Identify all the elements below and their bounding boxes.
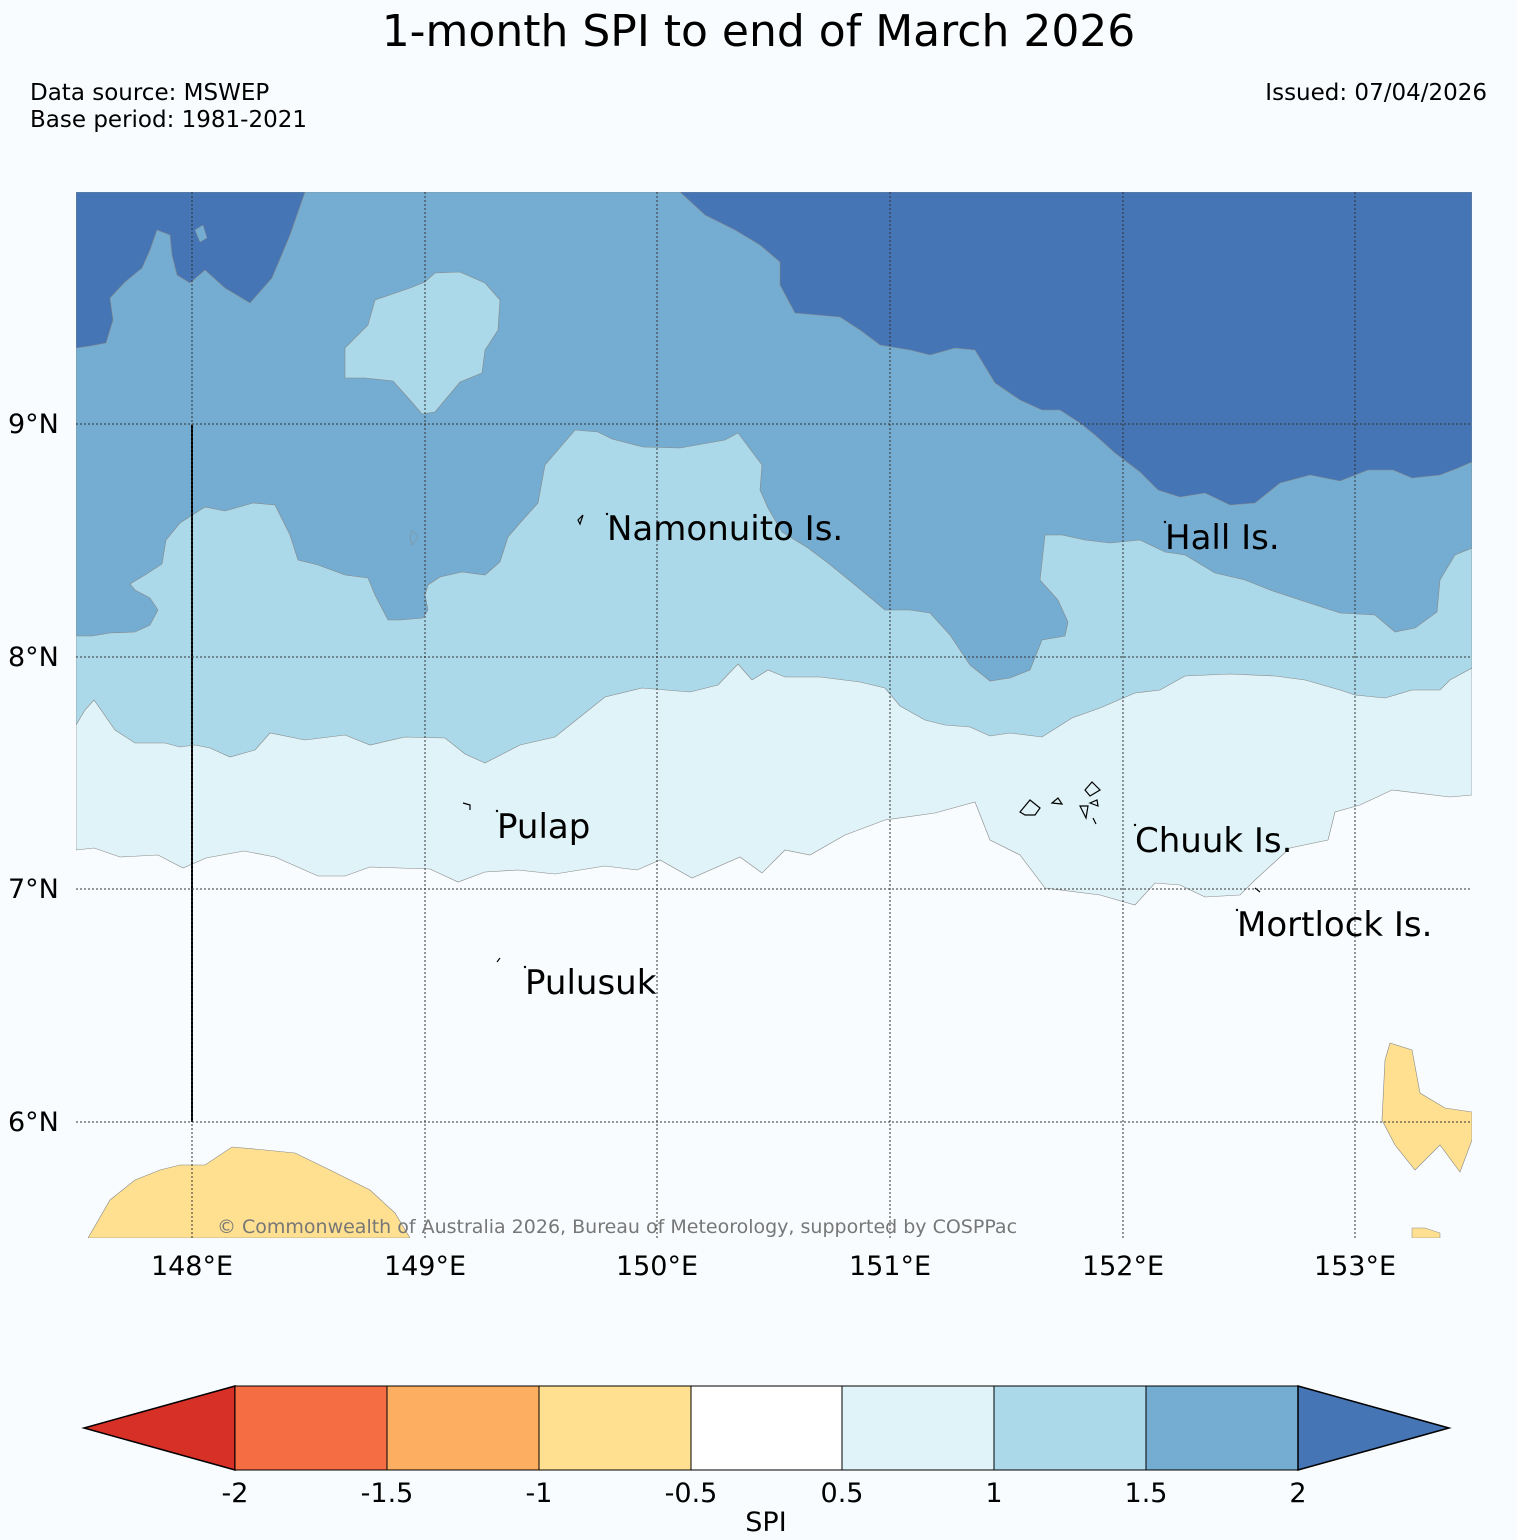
colorbar-bin: [386, 1385, 540, 1471]
lat-labels: 9°N 8°N 7°N 6°N: [8, 409, 59, 1138]
colorbar-tick: -2: [222, 1478, 249, 1509]
place-label-pulap: Pulap: [497, 807, 590, 847]
place-marker: [1133, 823, 1137, 827]
lon-label: 151°E: [849, 1251, 931, 1282]
place-label-pulusuk: Pulusuk: [525, 963, 657, 1003]
island-chuuk-6: [1092, 817, 1097, 825]
map-title: 1-month SPI to end of March 2026: [381, 6, 1136, 57]
island-chuuk-3: [1084, 781, 1101, 797]
colorbar-extend-low: [81, 1385, 236, 1471]
band-minus1-minus0.5-east: [1381, 1042, 1472, 1173]
band-minus1-minus0.5-south: [87, 1146, 411, 1238]
island-chuuk-2: [1050, 797, 1064, 805]
lon-labels: 148°E 149°E 150°E 151°E 152°E 153°E: [151, 1251, 1396, 1282]
lon-label: 153°E: [1314, 1251, 1396, 1282]
island-pulusuk: [496, 957, 501, 963]
island-pulap: [462, 802, 471, 810]
base-period: Base period: 1981-2021: [30, 107, 308, 133]
lon-label: 148°E: [151, 1251, 233, 1282]
lat-label: 6°N: [8, 1107, 59, 1138]
place-label-hall: Hall Is.: [1165, 518, 1280, 558]
colorbar-tick: 1: [985, 1478, 1002, 1509]
colorbar-bin: [234, 1385, 388, 1471]
colorbar-bin: [841, 1385, 995, 1471]
lon-label: 150°E: [616, 1251, 698, 1282]
graticule: [76, 192, 1472, 1238]
islands: [462, 514, 1261, 963]
copyright-notice: © Commonwealth of Australia 2026, Bureau…: [217, 1216, 1017, 1238]
spi-colorbar: -2 -1.5 -1 -0.5 0.5 1 1.5 2 SPI: [81, 1385, 1452, 1538]
place-marker: [523, 965, 527, 969]
place-marker: [605, 512, 609, 516]
lon-label: 149°E: [384, 1251, 466, 1282]
data-info: Data source: MSWEP Base period: 1981-202…: [30, 80, 307, 134]
colorbar-tick: 2: [1289, 1478, 1306, 1509]
place-marker: [1235, 908, 1239, 912]
lat-label: 8°N: [8, 642, 59, 673]
colorbar-bin: [993, 1385, 1147, 1471]
colorbar-bin: [690, 1385, 843, 1471]
place-labels: Namonuito Is. Hall Is. Pulap Chuuk Is. M…: [495, 509, 1432, 1003]
place-marker: [1163, 520, 1167, 524]
place-marker: [495, 809, 499, 813]
colorbar-tick: -1.5: [361, 1478, 414, 1509]
colorbar-tick: 0.5: [821, 1478, 864, 1509]
band-minus1-fleck: [1411, 1227, 1441, 1238]
place-label-chuuk: Chuuk Is.: [1135, 821, 1292, 861]
band-above-2-west: [76, 192, 306, 349]
lat-label: 9°N: [8, 409, 59, 440]
band-1.5-2-fleck-2: [194, 224, 208, 243]
island-namonuito: [577, 514, 584, 526]
data-source: Data source: MSWEP: [30, 80, 270, 106]
place-label-mortlock: Mortlock Is.: [1237, 905, 1432, 945]
colorbar-label: SPI: [745, 1507, 786, 1538]
lon-label: 152°E: [1082, 1251, 1164, 1282]
band-above-2: [679, 192, 1472, 506]
colorbar-bin: [1145, 1385, 1299, 1471]
colorbar-ticks: -2 -1.5 -1 -0.5 0.5 1 1.5 2: [222, 1478, 1307, 1509]
colorbar-tick: -0.5: [665, 1478, 718, 1509]
island-chuuk-4: [1079, 805, 1089, 820]
colorbar-tick: -1: [526, 1478, 553, 1509]
band-1-1.5-patch: [344, 271, 501, 415]
issued-date: Issued: 07/04/2026: [1265, 80, 1487, 106]
island-chuuk-5: [1088, 799, 1099, 807]
colorbar-tick: 1.5: [1125, 1478, 1168, 1509]
colorbar-bin: [538, 1385, 692, 1471]
island-mortlock: [1254, 887, 1261, 893]
place-label-namonuito: Namonuito Is.: [607, 509, 843, 549]
band-1.5-2-fleck: [409, 529, 419, 546]
lat-label: 7°N: [8, 874, 59, 905]
spi-contours: [76, 192, 1472, 1238]
island-chuuk-1: [1019, 799, 1041, 816]
colorbar-extend-high: [1297, 1385, 1452, 1471]
